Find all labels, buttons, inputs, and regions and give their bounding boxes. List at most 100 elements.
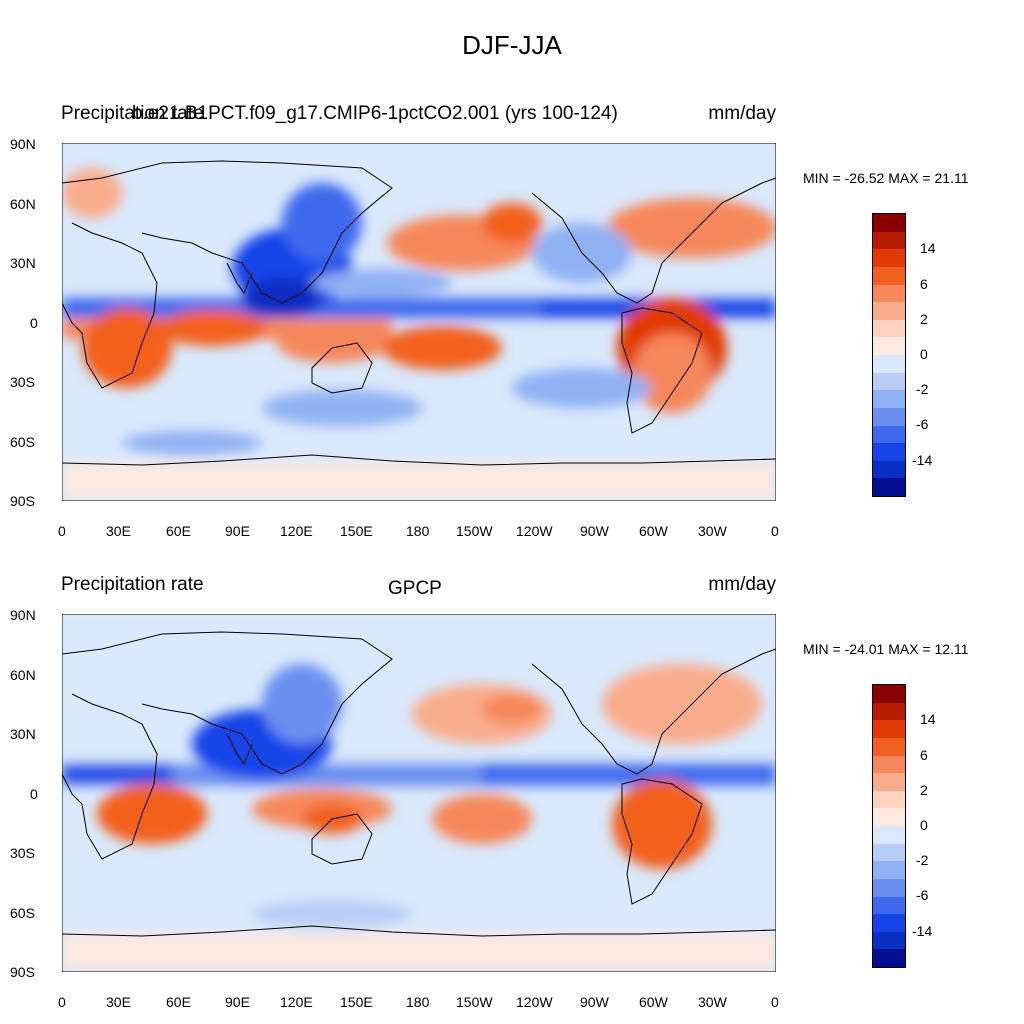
colorbar-swatch xyxy=(873,702,905,721)
colorbar-label: 2 xyxy=(920,782,928,798)
colorbar-label: 14 xyxy=(920,711,936,727)
lon-tick: 180 xyxy=(406,523,430,539)
lat-tick: 60S xyxy=(10,905,35,921)
colorbar-label: -6 xyxy=(916,887,929,903)
lat-tick: 90S xyxy=(10,493,35,509)
colorbar xyxy=(872,684,906,968)
colorbar-label: -2 xyxy=(916,381,929,397)
lon-tick: 60E xyxy=(166,994,191,1010)
colorbar-swatch xyxy=(873,355,905,373)
colorbar-swatch xyxy=(873,319,905,338)
lon-tick: 150E xyxy=(340,994,373,1010)
lon-tick: 180 xyxy=(406,994,430,1010)
lat-tick: 0 xyxy=(30,315,38,331)
colorbar-label: 6 xyxy=(920,747,928,763)
lon-tick: 0 xyxy=(58,994,66,1010)
colorbar-label: 14 xyxy=(920,240,936,256)
panel-units: mm/day xyxy=(708,574,776,595)
lon-tick: 30E xyxy=(106,994,131,1010)
colorbar-swatch xyxy=(873,478,905,496)
min-max-label: MIN = -26.52 MAX = 21.11 xyxy=(803,170,969,186)
lon-tick: 0 xyxy=(771,994,779,1010)
colorbar-swatch xyxy=(873,390,905,408)
colorbar-label: 0 xyxy=(920,817,928,833)
coastlines xyxy=(62,631,776,937)
colorbar xyxy=(872,213,906,497)
colorbar-swatch xyxy=(873,914,905,932)
colorbar-label: -14 xyxy=(912,452,933,468)
lat-tick: 30N xyxy=(10,726,36,742)
precip-difference-field xyxy=(62,168,776,498)
colorbar-swatch xyxy=(873,214,905,232)
colorbar-label: 0 xyxy=(920,346,928,362)
lat-tick: 0 xyxy=(30,786,38,802)
lon-tick: 120E xyxy=(280,994,313,1010)
colorbar-label: 6 xyxy=(920,276,928,292)
lon-tick: 30W xyxy=(698,523,727,539)
lat-tick: 60S xyxy=(10,434,35,450)
colorbar-swatch xyxy=(873,755,905,774)
lon-tick: 0 xyxy=(58,523,66,539)
colorbar-label: -2 xyxy=(916,852,929,868)
lon-tick: 60E xyxy=(166,523,191,539)
lon-tick: 60W xyxy=(639,994,668,1010)
colorbar-swatch xyxy=(873,790,905,809)
colorbar-swatch xyxy=(873,443,905,461)
panel-left-title: Precipitation rate xyxy=(61,574,204,595)
colorbar-swatch xyxy=(873,231,905,250)
colorbar-swatch xyxy=(873,896,905,915)
lon-tick: 60W xyxy=(639,523,668,539)
colorbar-swatch xyxy=(873,826,905,844)
lon-tick: 150W xyxy=(456,994,493,1010)
colorbar-swatch xyxy=(873,878,905,897)
lon-tick: 150W xyxy=(456,523,493,539)
map-plot-area xyxy=(62,614,776,972)
colorbar-swatch xyxy=(873,425,905,444)
lat-tick: 60N xyxy=(10,196,36,212)
lon-tick: 120E xyxy=(280,523,313,539)
colorbar-swatch xyxy=(873,720,905,738)
lat-tick: 90N xyxy=(10,607,36,623)
colorbar-swatch xyxy=(873,808,905,826)
colorbar-swatch xyxy=(873,843,905,862)
lon-tick: 120W xyxy=(516,994,553,1010)
colorbar-label: 2 xyxy=(920,311,928,327)
colorbar-swatch xyxy=(873,372,905,391)
colorbar-swatch xyxy=(873,302,905,320)
lat-tick: 30S xyxy=(10,845,35,861)
lat-tick: 30N xyxy=(10,255,36,271)
colorbar-label: -6 xyxy=(916,416,929,432)
colorbar-swatch xyxy=(873,284,905,303)
lon-tick: 30E xyxy=(106,523,131,539)
coastlines xyxy=(62,160,776,466)
panel-center-title: GPCP xyxy=(388,578,442,599)
map-plot-area xyxy=(62,143,776,501)
lon-tick: 120W xyxy=(516,523,553,539)
lon-tick: 90W xyxy=(580,994,609,1010)
colorbar-swatch xyxy=(873,931,905,950)
colorbar-swatch xyxy=(873,949,905,967)
colorbar-swatch xyxy=(873,773,905,791)
lon-tick: 150E xyxy=(340,523,373,539)
panel-units: mm/day xyxy=(708,103,776,124)
min-max-label: MIN = -24.01 MAX = 12.11 xyxy=(803,641,969,657)
panel-left-title: Precipitation rate xyxy=(61,103,204,124)
colorbar-swatch xyxy=(873,407,905,426)
colorbar-swatch xyxy=(873,861,905,879)
colorbar-label: -14 xyxy=(912,923,933,939)
figure-title: DJF-JJA xyxy=(462,30,562,60)
colorbar-swatch xyxy=(873,266,905,285)
lat-tick: 90N xyxy=(10,136,36,152)
lat-tick: 90S xyxy=(10,964,35,980)
colorbar-swatch xyxy=(873,249,905,267)
lat-tick: 30S xyxy=(10,374,35,390)
lon-tick: 90E xyxy=(225,523,250,539)
lat-tick: 60N xyxy=(10,667,36,683)
colorbar-swatch xyxy=(873,737,905,756)
lon-tick: 30W xyxy=(698,994,727,1010)
lon-tick: 90E xyxy=(225,994,250,1010)
colorbar-swatch xyxy=(873,337,905,355)
lon-tick: 0 xyxy=(771,523,779,539)
colorbar-swatch xyxy=(873,460,905,479)
panel-center-title: b.e21.B1PCT.f09_g17.CMIP6-1pctCO2.001 (y… xyxy=(132,103,618,124)
